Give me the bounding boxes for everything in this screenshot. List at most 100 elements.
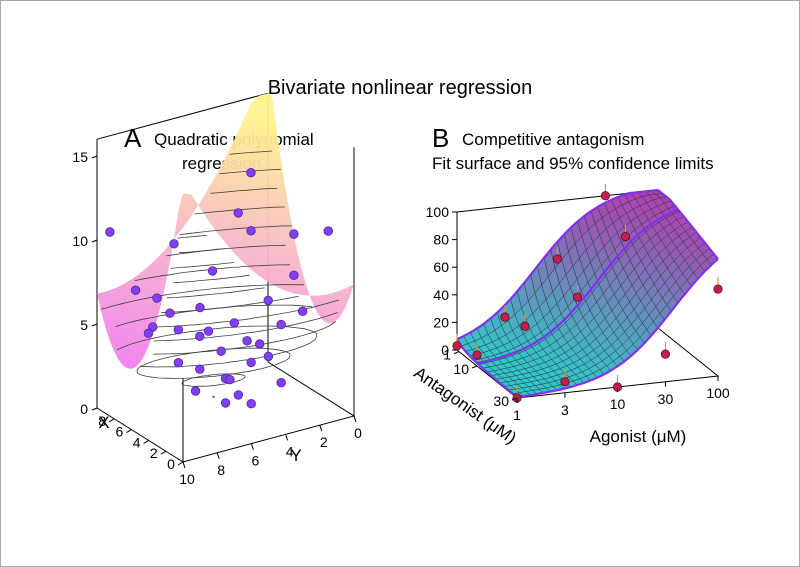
panel-b-y-tick-label: 1 <box>443 347 451 363</box>
panel-a-contour-line <box>166 287 265 299</box>
panel-a-data-point <box>216 346 226 356</box>
panel-a-y-tick-label: 0 <box>354 425 362 441</box>
panel-a-contour-line <box>134 273 178 281</box>
panel-a-contour-line <box>153 321 337 355</box>
panel-b-edge-line <box>456 338 518 398</box>
panel-a-data-point <box>289 229 299 239</box>
panel-a-data-point <box>143 328 154 339</box>
panel-a-data-point <box>233 208 243 218</box>
panel-a-data-point <box>246 226 256 236</box>
panel-a-data-points <box>105 167 333 409</box>
panel-b-data-point <box>660 349 671 359</box>
figure-title: Bivariate nonlinear regression <box>267 77 533 99</box>
panel-b-confidence-line <box>456 188 659 341</box>
panel-a-y-tick <box>250 443 254 450</box>
panel-a-data-point <box>323 226 333 236</box>
panel-a-data-point <box>173 358 184 368</box>
panel-a-x-tick <box>143 439 149 444</box>
panel-b-data-point <box>572 292 583 302</box>
panel-a-y-tick <box>319 425 323 432</box>
panel-a-contour-line <box>210 188 278 194</box>
panel-a-data-point <box>242 336 252 346</box>
panel-a-data-point <box>255 339 265 349</box>
panel-a-data-point <box>233 390 244 400</box>
panel-a-contour-line <box>160 295 300 314</box>
panel-a-y-tick-label: 8 <box>217 462 225 478</box>
panel-a-data-point <box>105 227 115 237</box>
panel-b-confidence-line <box>476 208 679 365</box>
panel-b-y-tick <box>471 365 478 369</box>
panel-b-x-tick-label: 3 <box>561 402 569 418</box>
panel-b-y-tick-label: 10 <box>453 361 469 377</box>
panel-a-contour-line <box>153 312 338 342</box>
panel-a-contour-line <box>177 264 291 274</box>
panel-a-contour-line <box>173 274 250 284</box>
panel-b-data-point <box>452 341 462 351</box>
panel-a-x-tick <box>160 450 167 455</box>
panel-a-y-tick <box>182 461 186 469</box>
panel-a-y-tick-label: 2 <box>320 434 328 450</box>
panel-a-data-point <box>169 239 179 249</box>
panel-a-contour-line <box>181 284 304 293</box>
panel-a-contour-line <box>100 292 182 310</box>
panel-b-data-point <box>600 191 611 201</box>
panel-a-data-point <box>173 325 184 335</box>
panel-a-contour-line <box>166 254 175 257</box>
panel-b-confidence-line <box>516 258 719 399</box>
panel-a-contour-line <box>170 262 234 269</box>
panel-b-data-points <box>452 183 723 403</box>
panel-b-x-axis-label: Agonist (μM) <box>590 427 687 446</box>
panel-a-x-axis-label: X <box>98 413 109 432</box>
panel-b-x-tick-label: 10 <box>610 396 626 412</box>
panel-a-z-tick <box>91 239 98 243</box>
panel-b-data-point <box>500 312 510 322</box>
panel-a-data-point <box>203 326 214 336</box>
panel-a-contour-line <box>177 235 208 239</box>
panel-a-contour-line <box>178 248 226 254</box>
panel-b-z-tick-label: 20 <box>433 314 449 330</box>
panel-b-x-tick-label: 100 <box>706 385 730 401</box>
panel-a-contour-line <box>181 373 246 387</box>
panel-a-z-tick-label: 15 <box>72 149 88 165</box>
panel-a-data-point <box>130 285 141 295</box>
panel-a-data-point <box>207 266 218 276</box>
panel-a-data-point <box>190 386 201 396</box>
panel-a-z-tick <box>91 155 98 159</box>
panel-a-x-tick-label: 2 <box>150 445 158 461</box>
panel-b-title-line2: Fit surface and 95% confidence limits <box>432 154 714 173</box>
panel-a-y-tick <box>216 452 220 459</box>
panel-a-contour-line <box>139 325 318 368</box>
panel-a-y-tick <box>353 415 357 423</box>
panel-b-data-point <box>520 321 530 331</box>
panel-b-confidence-lines <box>456 188 719 399</box>
panel-b-y-tick <box>453 351 460 355</box>
panel-b-z-tick-label: 100 <box>426 204 450 220</box>
panel-a-data-point <box>225 375 235 385</box>
panel-a-y-tick-label: 10 <box>179 471 195 487</box>
panel-b-data-point <box>620 231 631 242</box>
panel-a-z-tick-label: 0 <box>80 401 88 417</box>
panel-a-back-top-edge <box>96 92 269 140</box>
panel-b-z-tick-label: 80 <box>433 232 449 248</box>
panel-a-z-tick <box>91 323 98 327</box>
panel-a-floor-outline <box>96 361 356 463</box>
panel-a-data-point <box>229 318 239 328</box>
panel-a-x-tick <box>126 429 132 434</box>
panel-a-data-point <box>246 167 256 178</box>
panel-a-data-point <box>246 357 256 368</box>
panel-a-z-tick <box>91 407 98 411</box>
panel-a-x-tick-label: 6 <box>116 424 124 440</box>
panel-b-edge-line <box>657 189 719 260</box>
panel-a-letter: A <box>124 123 142 153</box>
panel-b-x-tick-label: 1 <box>513 407 521 423</box>
panel-a-data-point <box>276 319 286 330</box>
panel-a-contour-line <box>212 396 215 398</box>
panel-b-data-point <box>552 254 563 264</box>
panel-a-data-point <box>195 364 205 374</box>
panel-a-data-point <box>263 295 273 306</box>
panel-a-y-tick <box>285 434 289 441</box>
panel-b-data-point <box>472 350 482 360</box>
